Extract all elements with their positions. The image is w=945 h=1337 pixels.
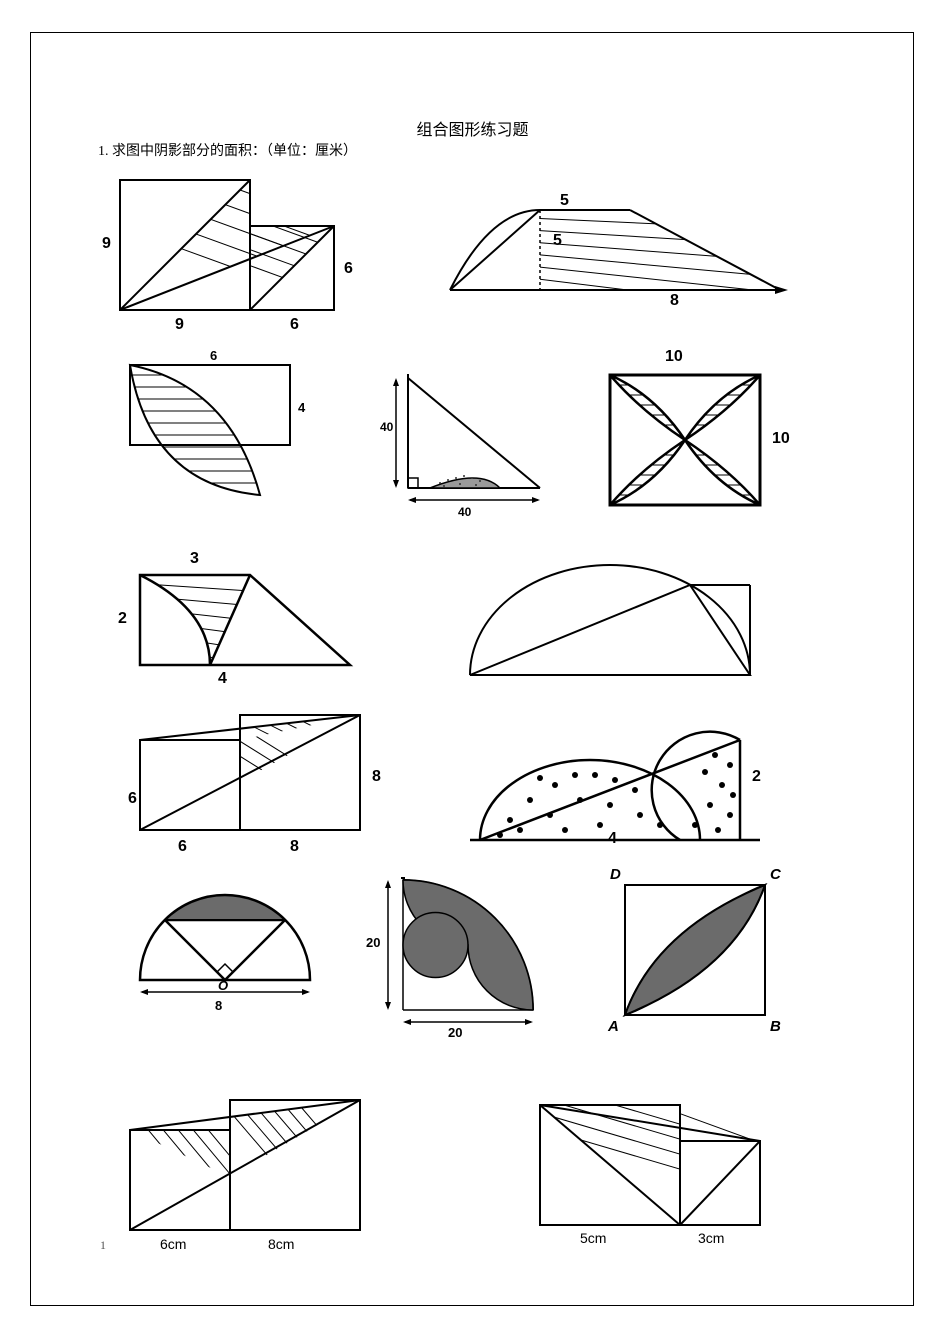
figure-r3c2 [450, 545, 780, 695]
r5c2-bottom: 20 [448, 1025, 462, 1040]
figure-r5c2 [358, 870, 558, 1040]
r1c2-top: 5 [560, 192, 569, 210]
r4c2-bottom: 4 [608, 830, 617, 848]
r3c1-bottom: 4 [218, 670, 227, 688]
r5c3-br: B [770, 1018, 781, 1035]
figure-r2c1 [110, 355, 330, 525]
figure-r6c1 [110, 1080, 390, 1250]
r4c1-right: 8 [372, 768, 381, 786]
page: 组合图形练习题 1. 求图中阴影部分的面积：（单位：厘米） 9 9 6 6 [0, 0, 945, 1337]
r4c2-right: 2 [752, 768, 761, 786]
figure-r4c2 [460, 700, 780, 860]
r5c3-tl: D [610, 866, 621, 883]
r5c1-O: O [218, 978, 228, 993]
r6c2-bl: 5cm [580, 1230, 606, 1246]
r1c2-bottom: 8 [670, 292, 679, 310]
r2c3-top: 10 [665, 348, 683, 366]
r1c1-label-right: 6 [344, 260, 353, 278]
figure-r3c1 [110, 555, 370, 695]
figure-r2c3 [600, 360, 790, 520]
r6c1-bl: 6cm [160, 1236, 186, 1252]
page-number: 1 [100, 1238, 106, 1253]
page-title: 组合图形练习题 [0, 116, 945, 140]
r3c1-left: 2 [118, 610, 127, 628]
r1c1-label-br: 6 [290, 316, 299, 334]
figure-r6c2 [520, 1095, 780, 1245]
r2c2-left: 40 [380, 420, 393, 434]
r6c2-br: 3cm [698, 1230, 724, 1246]
r1c1-label-left: 9 [102, 235, 111, 253]
r2c3-right: 10 [772, 430, 790, 448]
r1c1-label-bl: 9 [175, 316, 184, 334]
r4c1-br: 8 [290, 838, 299, 856]
r5c3-bl: A [608, 1018, 619, 1035]
r5c2-left: 20 [366, 935, 380, 950]
figure-r1c1 [90, 170, 350, 330]
r2c1-right: 4 [298, 400, 305, 415]
r2c1-top: 6 [210, 348, 217, 363]
figure-r1c2 [430, 190, 800, 310]
r6c1-br: 8cm [268, 1236, 294, 1252]
r4c1-left: 6 [128, 790, 137, 808]
r1c2-mid: 5 [553, 232, 562, 250]
figure-r4c1 [120, 710, 380, 860]
r5c1-bottom: 8 [215, 998, 222, 1013]
r5c3-tr: C [770, 866, 781, 883]
r2c2-bottom: 40 [458, 505, 471, 519]
r4c1-bl: 6 [178, 838, 187, 856]
figure-r2c2 [370, 368, 560, 518]
r3c1-top: 3 [190, 550, 199, 568]
question-text: 1. 求图中阴影部分的面积：（单位：厘米） [98, 140, 357, 160]
figure-r5c3 [600, 870, 790, 1040]
